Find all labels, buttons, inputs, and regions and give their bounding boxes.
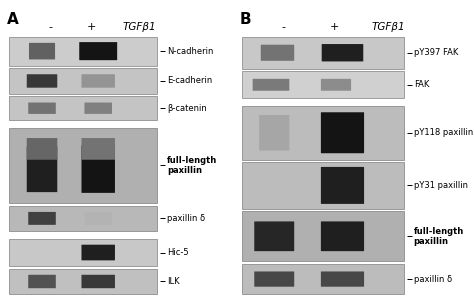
- Bar: [242, 211, 404, 261]
- Text: -: -: [48, 22, 53, 32]
- FancyBboxPatch shape: [253, 79, 289, 91]
- FancyBboxPatch shape: [259, 115, 289, 151]
- FancyBboxPatch shape: [28, 212, 56, 225]
- Bar: [9, 239, 157, 266]
- Text: paxillin δ: paxillin δ: [167, 214, 205, 223]
- FancyBboxPatch shape: [82, 74, 115, 88]
- Text: paxillin δ: paxillin δ: [414, 274, 452, 284]
- Text: FAK: FAK: [414, 80, 429, 89]
- FancyBboxPatch shape: [84, 102, 112, 114]
- Text: +: +: [87, 22, 97, 32]
- FancyBboxPatch shape: [321, 221, 364, 251]
- FancyBboxPatch shape: [27, 74, 57, 88]
- FancyBboxPatch shape: [254, 221, 294, 251]
- Text: TGFβ1: TGFβ1: [122, 22, 156, 32]
- FancyBboxPatch shape: [28, 102, 56, 114]
- FancyBboxPatch shape: [82, 275, 115, 288]
- Text: N-cadherin: N-cadherin: [167, 47, 213, 56]
- FancyBboxPatch shape: [82, 245, 115, 260]
- Bar: [242, 37, 404, 69]
- Text: E-cadherin: E-cadherin: [167, 77, 212, 85]
- Text: β-catenin: β-catenin: [167, 104, 207, 113]
- Text: pY397 FAK: pY397 FAK: [414, 48, 458, 57]
- Text: full-length
paxillin: full-length paxillin: [167, 156, 217, 175]
- Bar: [9, 128, 157, 203]
- Text: +: +: [330, 22, 339, 32]
- Text: pY31 paxillin: pY31 paxillin: [414, 181, 468, 190]
- Bar: [9, 206, 157, 231]
- Text: ILK: ILK: [167, 277, 180, 286]
- Text: Hic-5: Hic-5: [167, 248, 189, 257]
- FancyBboxPatch shape: [321, 167, 364, 204]
- Text: TGFβ1: TGFβ1: [372, 22, 405, 32]
- Text: B: B: [239, 12, 251, 27]
- FancyBboxPatch shape: [322, 44, 363, 61]
- Text: full-length
paxillin: full-length paxillin: [414, 227, 464, 246]
- Bar: [242, 106, 404, 160]
- FancyBboxPatch shape: [79, 42, 117, 60]
- FancyBboxPatch shape: [321, 112, 364, 153]
- FancyBboxPatch shape: [82, 145, 115, 193]
- FancyBboxPatch shape: [29, 43, 55, 59]
- Bar: [9, 96, 157, 120]
- FancyBboxPatch shape: [321, 79, 351, 91]
- Bar: [9, 68, 157, 94]
- FancyBboxPatch shape: [27, 146, 57, 192]
- Bar: [9, 269, 157, 294]
- FancyBboxPatch shape: [82, 138, 115, 160]
- Bar: [242, 264, 404, 294]
- Bar: [242, 162, 404, 209]
- FancyBboxPatch shape: [84, 212, 112, 225]
- FancyBboxPatch shape: [28, 275, 56, 288]
- FancyBboxPatch shape: [254, 271, 294, 287]
- Text: A: A: [7, 12, 19, 27]
- FancyBboxPatch shape: [261, 45, 294, 61]
- Bar: [242, 71, 404, 98]
- Bar: [9, 37, 157, 66]
- FancyBboxPatch shape: [27, 138, 57, 160]
- Text: -: -: [282, 22, 285, 32]
- Text: pY118 paxillin: pY118 paxillin: [414, 128, 473, 137]
- FancyBboxPatch shape: [321, 271, 364, 287]
